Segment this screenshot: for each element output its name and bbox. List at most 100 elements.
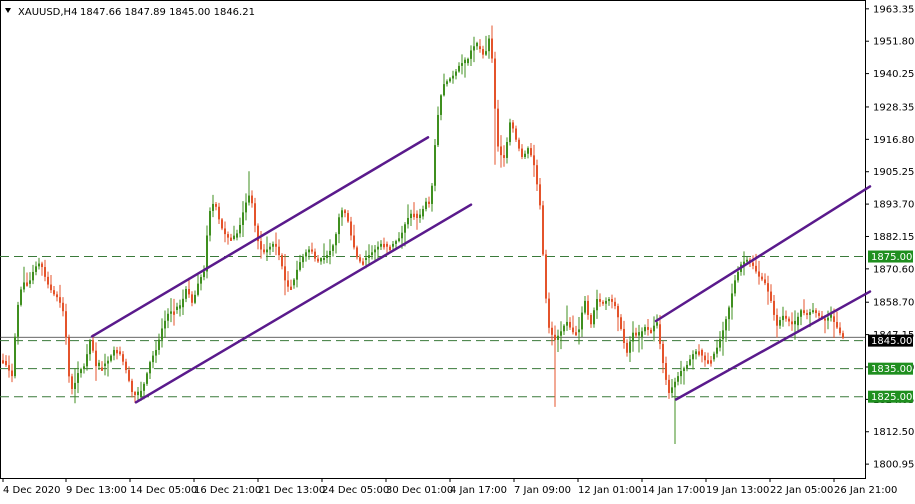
level-label-text: 1845.00 [871,336,912,347]
bull-candle-body [143,383,145,391]
bear-candle-body [836,321,838,328]
channel-line-1 [90,136,430,338]
level-label-text: 1825.00 [871,392,912,403]
bull-candle-body [434,145,436,186]
bull-candle-body [680,370,682,377]
bull-candle-body [368,255,370,258]
bear-candle-body [260,241,262,250]
bull-candle-body [233,235,235,239]
bear-candle-body [659,324,661,344]
bear-candle-body [515,128,517,140]
bear-candle-body [383,243,385,248]
bull-candle-body [305,252,307,257]
bear-candle-body [356,247,358,258]
bear-candle-body [191,294,193,303]
bull-candle-body [29,280,31,284]
bear-candle-body [125,361,127,371]
bear-candle-body [701,349,703,356]
bull-candle-body [335,234,337,246]
bull-candle-body [686,364,688,369]
bull-candle-body [431,185,433,204]
bull-candle-body [743,261,745,265]
bear-candle-body [350,221,352,236]
bear-candle-body [344,210,346,214]
bear-candle-body [314,251,316,259]
bear-candle-body [533,155,535,166]
bull-candle-body [683,368,685,371]
bull-candle-body [200,277,202,284]
bull-candle-body [248,195,250,203]
price-tick-label: 1940.25 [873,69,914,80]
bull-candle-body [464,59,466,64]
bear-candle-body [788,318,790,322]
level-label-bg [868,390,913,403]
price-tick-label: 1882.15 [873,232,914,243]
bear-candle-body [824,318,826,321]
bull-candle-body [488,38,490,52]
price-tick-label: 1951.80 [873,37,914,48]
time-tick-label: 14 Dec 05:00 [130,485,197,496]
bull-candle-body [341,210,343,218]
bull-candle-body [266,249,268,253]
bull-candle-body [332,245,334,251]
bear-candle-body [491,38,493,59]
bear-candle-body [635,332,637,336]
bull-candle-body [722,330,724,340]
bear-candle-body [311,249,313,252]
bull-candle-body [527,148,529,154]
bull-candle-body [395,241,397,244]
bull-candle-body [593,310,595,325]
bear-candle-body [53,290,55,295]
chart-header[interactable]: XAUUSD,H4 1847.66 1847.89 1845.00 1846.2… [5,7,255,18]
price-tick-label: 1963.35 [873,4,914,15]
bull-candle-body [326,255,328,258]
bull-candle-body [605,300,607,304]
bear-candle-body [221,219,223,229]
bull-candle-body [320,258,322,262]
bull-candle-body [440,95,442,115]
time-tick-label: 9 Dec 13:00 [66,485,127,496]
bull-candle-body [236,233,238,238]
bull-candle-body [746,259,748,262]
bull-candle-body [299,262,301,270]
bear-candle-body [785,315,787,319]
bull-candle-body [209,210,211,236]
time-tick-label: 22 Jan 05:00 [770,485,833,496]
dropdown-triangle-icon[interactable] [5,8,11,13]
symbol-label: XAUUSD,H4 [18,7,77,18]
bull-candle-body [638,332,640,336]
bear-candle-body [263,249,265,253]
bear-candle-body [230,237,232,241]
bear-candle-body [101,367,103,371]
bull-candle-body [176,306,178,311]
bear-candle-body [389,246,391,251]
bull-candle-body [155,349,157,356]
bear-candle-body [698,351,700,355]
bear-candle-body [227,234,229,238]
bear-candle-body [50,284,52,291]
bear-candle-body [569,321,571,328]
bear-candle-body [521,148,523,157]
bear-candle-body [587,300,589,315]
bull-candle-body [245,202,247,213]
bear-candle-body [551,327,553,335]
bear-candle-body [773,300,775,315]
bear-candle-body [620,317,622,329]
time-tick-label: 21 Dec 13:00 [258,485,325,496]
bull-candle-body [179,305,181,309]
bull-candle-body [98,362,100,367]
bear-candle-body [602,301,604,304]
bear-candle-body [281,255,283,267]
bull-candle-body [560,331,562,336]
bear-candle-body [128,370,130,381]
bull-candle-body [506,142,508,158]
bull-candle-body [731,293,733,308]
bull-candle-body [323,257,325,261]
bear-candle-body [767,283,769,292]
price-tick-label: 1905.25 [873,167,914,178]
level-label-bg [868,334,913,347]
bear-candle-body [68,337,70,377]
bear-candle-body [806,313,808,315]
bull-candle-body [653,325,655,332]
bear-candle-body [317,258,319,262]
